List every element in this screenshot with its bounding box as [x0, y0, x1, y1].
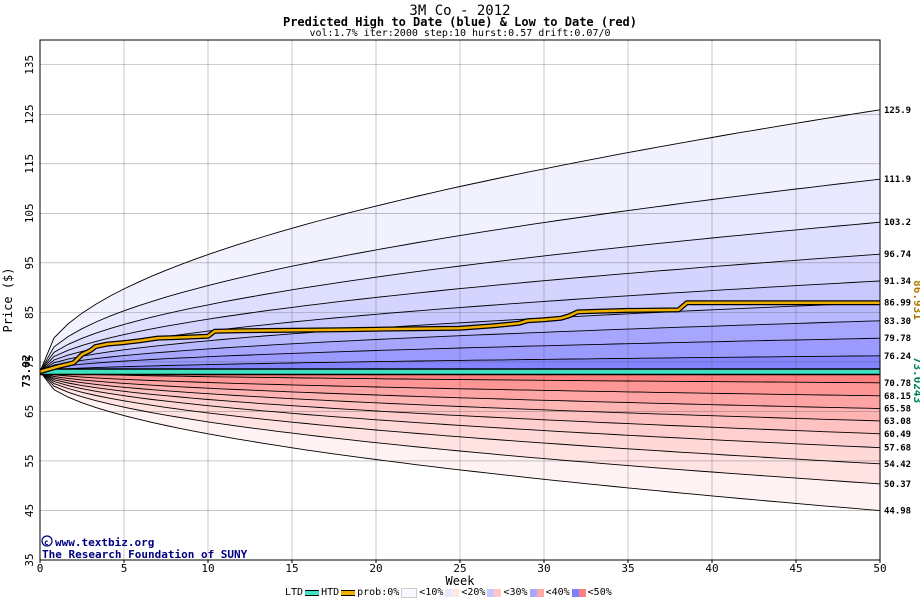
- y-tick-label-7: 105: [23, 203, 36, 223]
- x-tick-label-7: 35: [621, 562, 634, 575]
- watermark-url: www.textbiz.org: [55, 536, 154, 549]
- high-contour-8: [39, 109, 881, 372]
- high-endpoint-label-7: 111.9: [884, 175, 911, 185]
- low-contour-7: [39, 371, 881, 485]
- x-tick-label-2: 10: [201, 562, 214, 575]
- high-contour-6: [39, 221, 881, 372]
- axes: [39, 39, 881, 563]
- low-endpoint-label-6: 54.42: [884, 460, 911, 470]
- ltd-value-label: 73.0243: [911, 357, 920, 403]
- high-endpoint-label-6: 103.2: [884, 218, 911, 228]
- high-endpoint-label-3: 86.99: [884, 299, 911, 309]
- low-endpoint-label-8: 44.98: [884, 507, 911, 517]
- x-axis-label: Week: [446, 574, 476, 588]
- htd-line: [39, 301, 880, 373]
- low-contour-0: [39, 371, 881, 384]
- watermark: c www.textbiz.org The Research Foundatio…: [41, 535, 248, 561]
- contour-lines: [39, 109, 881, 512]
- legend-bin-swatch-0: [401, 587, 418, 598]
- low-contour-4: [39, 371, 881, 435]
- low-endpoint-label-7: 50.37: [884, 480, 911, 490]
- legend-bin-3: <40%: [545, 587, 570, 598]
- x-tick-label-0: 0: [37, 562, 44, 575]
- high-endpoint-label-1: 79.78: [884, 334, 911, 344]
- x-tick-label-3: 15: [285, 562, 298, 575]
- legend-bin-0: <10%: [419, 587, 444, 598]
- legend-ltd-swatch: [305, 589, 320, 596]
- watermark-org: The Research Foundation of SUNY: [42, 548, 248, 561]
- x-tick-label-8: 40: [705, 562, 718, 575]
- legend-bin-swatch-2: [487, 588, 502, 597]
- y-tick-label-4: 75: [23, 355, 36, 368]
- legend-bin-4: <50%: [587, 587, 612, 598]
- chart-parameters: vol:1.7% iter:2000 step:10 hurst:0.57 dr…: [309, 28, 611, 39]
- svg-text:c: c: [44, 538, 49, 547]
- low-contour-8: [39, 371, 881, 512]
- y-tick-label-9: 125: [23, 104, 36, 124]
- low-contour-2: [39, 371, 881, 410]
- x-tick-label-4: 20: [369, 562, 382, 575]
- legend-ltd-label: LTD: [285, 587, 304, 598]
- y-tick-label-1: 45: [23, 504, 36, 517]
- legend-htd-swatch: [341, 589, 356, 596]
- high-contour-5: [39, 253, 881, 373]
- high-contour-4: [39, 280, 881, 373]
- x-tick-label-10: 50: [873, 562, 886, 575]
- low-endpoint-label-4: 60.49: [884, 430, 911, 440]
- low-endpoint-label-1: 68.15: [884, 392, 911, 402]
- x-tick-label-5: 25: [453, 562, 466, 575]
- legend-bin-swatch-4: [571, 588, 586, 597]
- legend-bin-2: <30%: [503, 587, 528, 598]
- high-endpoint-label-0: 76.24: [884, 352, 912, 362]
- high-contour-0: [39, 355, 881, 373]
- y-tick-label-5: 85: [23, 306, 36, 319]
- y-tick-label-6: 95: [23, 256, 36, 269]
- chart-subtitle: Predicted High to Date (blue) & Low to D…: [282, 15, 637, 29]
- y-tick-label-0: 35: [23, 553, 36, 566]
- legend-bin-swatch-3: [529, 588, 544, 597]
- legend: LTD HTD prob:0% <10% <20% <30% <40% <50%: [285, 587, 612, 598]
- high-endpoint-label-2: 83.30: [884, 317, 911, 327]
- low-endpoint-label-5: 57.68: [884, 444, 911, 454]
- series-lines: [39, 300, 880, 376]
- y-tick-label-10: 135: [23, 55, 36, 75]
- x-tick-label-1: 5: [121, 562, 128, 575]
- high-endpoint-label-8: 125.9: [884, 106, 911, 116]
- high-endpoint-label-4: 91.34: [884, 277, 912, 287]
- high-contour-1: [39, 337, 881, 373]
- high-endpoint-label-5: 96.74: [884, 250, 912, 260]
- htd-value-label: 86.931: [911, 280, 920, 320]
- y-tick-label-8: 115: [23, 154, 36, 174]
- low-endpoint-label-2: 65.58: [884, 405, 911, 415]
- legend-bin-1: <20%: [461, 587, 486, 598]
- high-contour-3: [39, 302, 881, 373]
- low-contour-5: [39, 371, 881, 449]
- low-contour-6: [39, 371, 881, 465]
- x-tick-label-9: 45: [789, 562, 802, 575]
- x-tick-label-6: 30: [537, 562, 550, 575]
- chart-title: 3M Co - 2012: [409, 3, 511, 19]
- legend-htd-label: HTD: [321, 587, 340, 598]
- legend-bin-swatch-1: [445, 588, 460, 597]
- legend-prob-label: prob:0%: [357, 587, 400, 598]
- low-endpoint-label-0: 70.78: [884, 379, 911, 389]
- high-contour-7: [39, 178, 881, 372]
- y-tick-label-3: 65: [23, 405, 36, 418]
- low-contour-1: [39, 371, 881, 397]
- tick-labels: 0 5 10 15 20 25 30 35 40 45 50 35 45 55 65 75 85 95 105 115…: [23, 55, 912, 575]
- high-contour-2: [39, 320, 881, 373]
- y-tick-label-2: 55: [23, 454, 36, 467]
- low-endpoint-label-3: 63.08: [884, 417, 911, 427]
- y-axis-label: Price ($): [1, 267, 15, 332]
- low-contour-3: [39, 371, 881, 422]
- copyright-icon: [41, 535, 53, 547]
- start-price-label: 73.02: [20, 354, 33, 387]
